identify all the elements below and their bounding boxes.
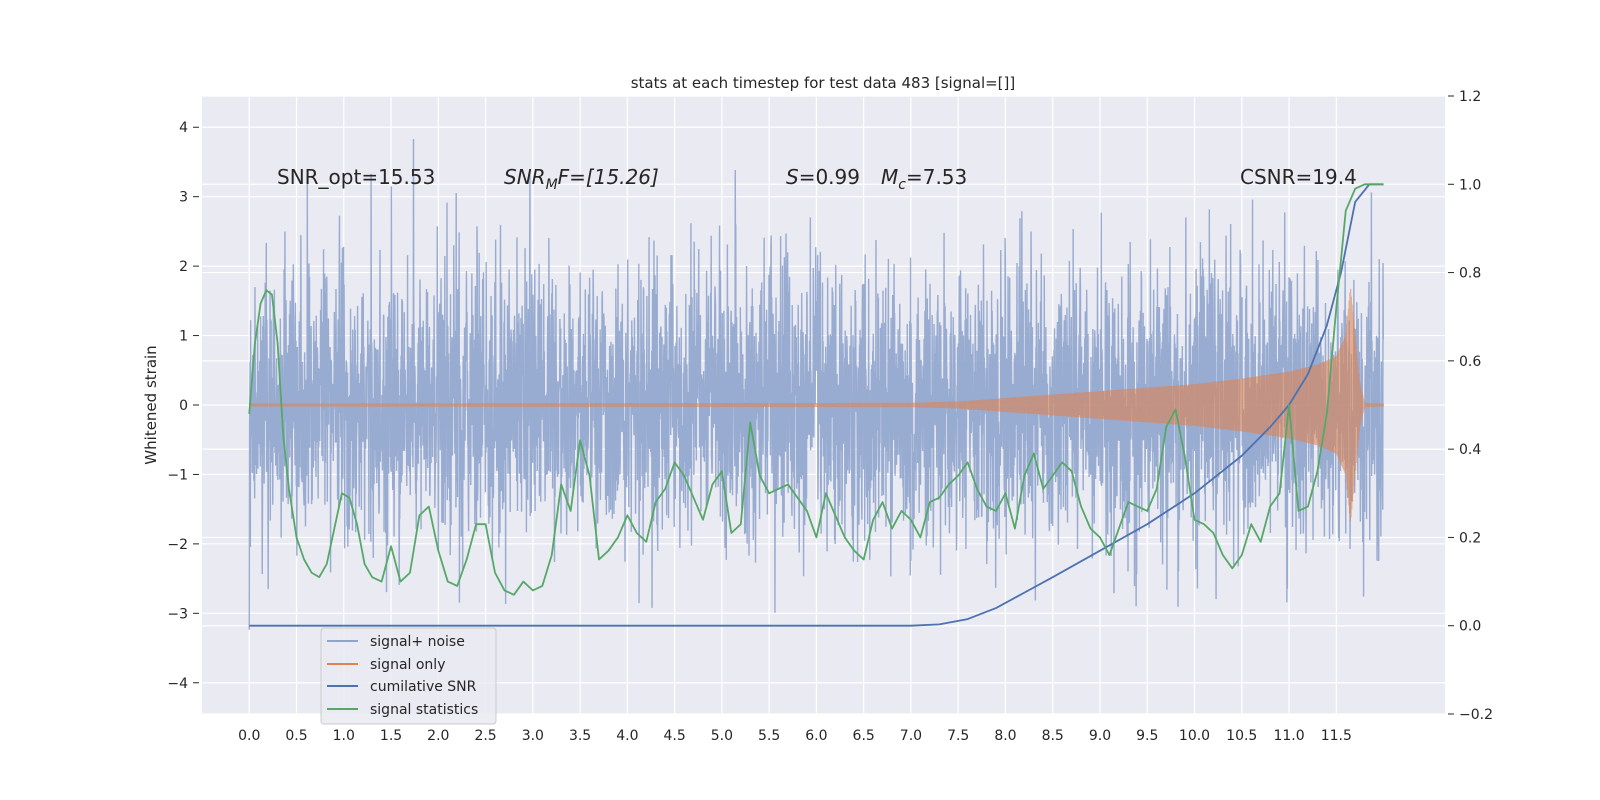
x-tick-label: 5.0 xyxy=(711,728,733,744)
y2-tick-label: 0.8 xyxy=(1459,266,1481,282)
legend-label-signal-only: signal only xyxy=(370,657,445,673)
chart-title: stats at each timestep for test data 483… xyxy=(631,74,1016,92)
x-tick-label: 3.5 xyxy=(569,728,591,744)
x-tick-label: 0.5 xyxy=(285,728,307,744)
y-axis-label: Whitened strain xyxy=(142,345,160,464)
annotation-snr-opt: SNR_opt=15.53 xyxy=(277,165,435,189)
signal-plus-noise-line xyxy=(248,139,1385,630)
y2-tick-label: −0.2 xyxy=(1459,707,1493,723)
right-axis-series xyxy=(248,183,1384,627)
signal-only-line xyxy=(248,288,1385,521)
y-tick-label: −1 xyxy=(167,467,188,483)
x-tick-label: 9.0 xyxy=(1089,728,1111,744)
x-tick-label: 2.0 xyxy=(427,728,449,744)
y-tick-label: −2 xyxy=(167,537,188,553)
x-tick-label: 10.0 xyxy=(1179,728,1210,744)
x-tick-label: 11.5 xyxy=(1321,728,1352,744)
y-axis-ticks: 4 3 2 1 0 −1 −2 −3 −4 xyxy=(167,120,199,692)
legend-label-signal-plus-noise: signal+ noise xyxy=(370,634,465,650)
series-signal-plus-noise xyxy=(248,139,1385,630)
x-tick-label: 3.0 xyxy=(522,728,544,744)
y-tick-label: 3 xyxy=(179,190,188,206)
y2-tick-label: 1.2 xyxy=(1459,89,1481,105)
x-tick-label: 6.5 xyxy=(853,728,875,744)
y2-tick-label: 1.0 xyxy=(1459,177,1481,193)
y-tick-label: 0 xyxy=(179,398,188,414)
legend-box xyxy=(320,627,497,725)
x-tick-label: 2.5 xyxy=(474,728,496,744)
annotation-mc: Mc=7.53 xyxy=(881,165,967,193)
legend: signal+ noise signal only cumilative SNR… xyxy=(320,627,497,725)
legend-label-signal-statistics: signal statistics xyxy=(370,702,478,718)
y-tick-label: −4 xyxy=(167,676,188,692)
x-tick-label: 0.0 xyxy=(238,728,260,744)
y2-axis-ticks: 1.2 1.0 0.8 0.6 0.4 0.2 0.0 −0.2 xyxy=(1448,89,1493,723)
y-tick-label: 4 xyxy=(179,120,188,136)
x-tick-label: 4.5 xyxy=(663,728,685,744)
x-tick-label: 7.0 xyxy=(900,728,922,744)
annotation-csnr: CSNR=19.4 xyxy=(1240,165,1357,189)
y-tick-label: −3 xyxy=(167,606,188,622)
x-tick-label: 6.0 xyxy=(805,728,827,744)
y-tick-label: 2 xyxy=(179,259,188,275)
y2-tick-label: 0.6 xyxy=(1459,354,1481,370)
x-tick-label: 7.5 xyxy=(947,728,969,744)
signal-statistics-line xyxy=(248,183,1384,596)
y2-tick-label: 0.0 xyxy=(1459,619,1481,635)
annotation-s: S=0.99 xyxy=(786,165,860,189)
legend-label-cumilative-snr: cumilative SNR xyxy=(370,679,477,695)
x-tick-label: 1.5 xyxy=(380,728,402,744)
x-axis-ticks: 0.0 0.5 1.0 1.5 2.0 2.5 3.0 3.5 4.0 4.5 5.0 5.5 6.0 6… xyxy=(238,728,1352,744)
x-tick-label: 8.0 xyxy=(994,728,1016,744)
x-tick-label: 10.5 xyxy=(1226,728,1257,744)
x-tick-label: 1.0 xyxy=(333,728,355,744)
x-tick-label: 9.5 xyxy=(1136,728,1158,744)
x-tick-label: 11.0 xyxy=(1273,728,1304,744)
y2-tick-label: 0.2 xyxy=(1459,530,1481,546)
y-tick-label: 1 xyxy=(179,329,188,345)
x-tick-label: 4.0 xyxy=(616,728,638,744)
x-tick-label: 8.5 xyxy=(1042,728,1064,744)
y2-tick-label: 0.4 xyxy=(1459,442,1481,458)
x-tick-label: 5.5 xyxy=(758,728,780,744)
annotation-snr-mf: SNRMF=[15.26] xyxy=(504,165,659,193)
series-signal-only xyxy=(248,288,1385,521)
